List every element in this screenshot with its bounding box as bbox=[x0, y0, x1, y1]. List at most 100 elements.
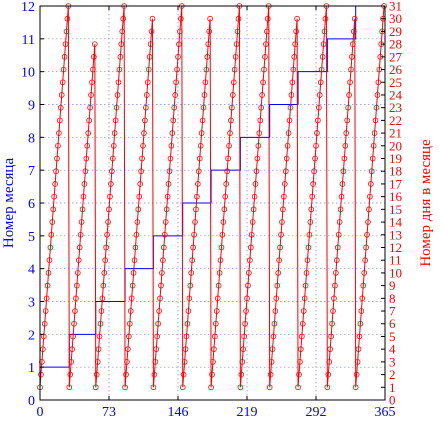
day-marker bbox=[172, 92, 178, 98]
day-marker bbox=[319, 54, 326, 60]
day-marker bbox=[170, 117, 177, 124]
day-marker bbox=[237, 384, 244, 391]
left-y-axis-label: Номер месяца bbox=[1, 158, 17, 249]
day-marker bbox=[302, 282, 309, 289]
day-marker bbox=[187, 282, 194, 289]
day-marker bbox=[89, 79, 95, 86]
left-y-tick-label: 0 bbox=[28, 394, 35, 409]
right-y-tick-label: 23 bbox=[389, 100, 402, 115]
day-marker bbox=[351, 28, 357, 35]
day-marker bbox=[157, 295, 163, 302]
day-marker bbox=[278, 231, 284, 238]
day-marker bbox=[62, 41, 69, 47]
day-marker bbox=[249, 219, 256, 225]
day-marker bbox=[308, 206, 315, 213]
day-marker bbox=[153, 346, 160, 352]
day-marker bbox=[131, 257, 138, 263]
day-marker bbox=[373, 104, 380, 111]
day-marker bbox=[291, 54, 298, 60]
day-marker bbox=[257, 117, 264, 124]
day-marker bbox=[63, 28, 70, 35]
day-marker bbox=[143, 104, 149, 111]
day-marker bbox=[215, 282, 222, 289]
day-marker bbox=[163, 206, 170, 213]
day-marker bbox=[135, 206, 142, 213]
day-marker bbox=[140, 143, 146, 149]
day-marker bbox=[241, 333, 247, 340]
day-marker bbox=[59, 79, 66, 86]
day-marker bbox=[286, 117, 293, 124]
day-marker bbox=[38, 371, 44, 378]
day-marker bbox=[333, 270, 339, 276]
right-y-tick-label: 20 bbox=[389, 138, 402, 153]
day-marker bbox=[109, 155, 116, 162]
day-marker bbox=[300, 308, 307, 314]
x-tick-label: 219 bbox=[237, 405, 258, 420]
day-marker bbox=[204, 54, 211, 60]
day-marker bbox=[169, 130, 176, 136]
day-marker bbox=[142, 117, 148, 124]
day-marker bbox=[88, 92, 94, 98]
right-y-axis-ticks: 0123456789101112131415161718192021222324… bbox=[381, 0, 403, 408]
day-marker bbox=[247, 244, 254, 251]
day-marker bbox=[332, 282, 338, 289]
right-y-tick-label: 8 bbox=[389, 291, 396, 306]
day-marker bbox=[122, 384, 128, 391]
day-marker bbox=[269, 346, 276, 352]
day-marker bbox=[69, 346, 75, 352]
day-marker bbox=[239, 359, 246, 365]
left-y-tick-label: 11 bbox=[22, 33, 35, 48]
right-y-tick-label: 5 bbox=[389, 329, 396, 344]
day-marker bbox=[281, 193, 287, 200]
day-marker bbox=[316, 92, 323, 98]
day-marker bbox=[104, 231, 110, 238]
day-marker bbox=[255, 143, 262, 149]
right-y-tick-label: 2 bbox=[389, 367, 396, 382]
day-marker bbox=[262, 54, 268, 60]
day-marker bbox=[53, 168, 59, 175]
day-marker bbox=[183, 333, 190, 340]
day-marker bbox=[145, 66, 152, 73]
day-marker bbox=[161, 244, 167, 251]
day-marker bbox=[295, 384, 301, 391]
day-marker bbox=[264, 28, 270, 35]
day-marker bbox=[253, 168, 260, 175]
day-marker bbox=[185, 308, 192, 314]
day-marker bbox=[288, 92, 295, 98]
day-marker bbox=[272, 308, 279, 314]
left-y-tick-label: 3 bbox=[28, 296, 35, 311]
day-marker bbox=[331, 295, 337, 302]
day-marker bbox=[188, 270, 195, 276]
day-marker bbox=[48, 231, 55, 238]
day-marker bbox=[111, 130, 118, 136]
day-marker bbox=[112, 117, 119, 124]
day-marker bbox=[305, 244, 312, 251]
day-marker bbox=[224, 168, 230, 175]
day-marker bbox=[92, 384, 99, 391]
day-marker bbox=[147, 41, 154, 47]
right-y-tick-label: 17 bbox=[389, 176, 403, 191]
day-marker bbox=[363, 244, 369, 251]
day-marker bbox=[164, 193, 171, 200]
right-y-tick-label: 25 bbox=[389, 75, 402, 90]
day-marker bbox=[213, 320, 219, 327]
day-marker bbox=[76, 244, 83, 251]
day-marker bbox=[307, 219, 314, 225]
day-marker bbox=[99, 295, 106, 302]
day-marker bbox=[51, 193, 57, 200]
day-marker bbox=[311, 168, 317, 175]
day-marker bbox=[119, 28, 126, 35]
day-marker bbox=[175, 54, 181, 60]
right-y-tick-label: 15 bbox=[389, 202, 402, 217]
day-marker bbox=[77, 231, 84, 238]
day-marker bbox=[284, 143, 291, 149]
day-marker bbox=[98, 308, 105, 314]
day-marker bbox=[297, 359, 303, 365]
day-marker bbox=[218, 244, 225, 251]
day-marker bbox=[219, 231, 226, 238]
day-marker bbox=[301, 295, 308, 302]
day-marker bbox=[330, 308, 336, 314]
day-marker bbox=[191, 231, 197, 238]
